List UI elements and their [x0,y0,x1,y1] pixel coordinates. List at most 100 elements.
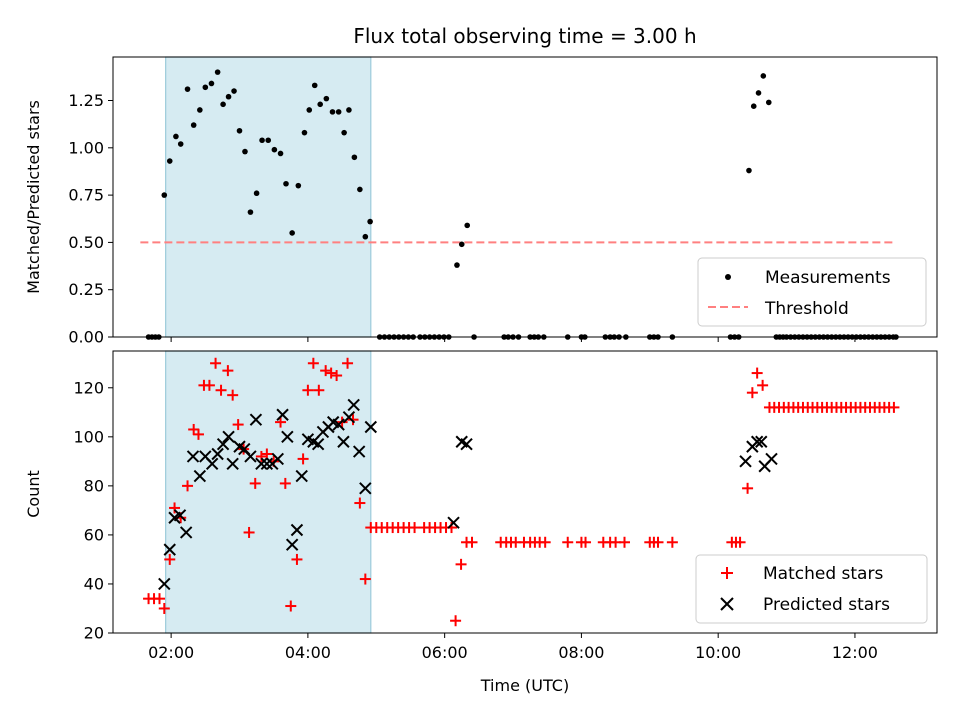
top-y-axis-label: Matched/Predicted stars [24,100,43,294]
matched-star-points [143,357,900,627]
legend-predicted-marker [720,597,734,611]
measurement-point [161,192,168,198]
predicted-star-point [276,408,289,421]
matched-star-point [227,389,239,401]
measurement-point [755,90,762,96]
matched-star-point [313,384,325,396]
top-axes-frame [112,56,938,338]
measurement-point [265,137,272,144]
matched-star-point [580,536,592,548]
matched-star-point [347,414,359,426]
top-ytick-label: 0.25 [68,280,104,299]
matched-star-point [751,367,763,379]
predicted-star-point [226,457,239,471]
predicted-star-point [290,523,304,537]
bottom-axes-frame [112,350,938,634]
measurement-point [357,186,363,193]
measurement-point [214,69,221,75]
top-ytick-label: 0.50 [68,233,104,252]
measurement-point [464,222,471,229]
measurement-point [231,88,237,94]
predicted-star-point [739,455,752,468]
measurement-point [259,137,265,144]
measurement-point [746,167,752,174]
predicted-star-point [750,435,764,448]
predicted-star-point [755,435,768,448]
matched-star-point [618,536,630,548]
matched-star-point [320,365,332,377]
bottom-xtick-label: 08:00 [558,643,604,662]
chart-title: Flux total observing time = 3.00 h [353,24,696,48]
legend-matched-label: Matched stars [763,564,883,584]
predicted-star-point [205,457,219,471]
bottom-xtick-label: 06:00 [422,643,468,662]
matched-star-point [455,558,467,570]
matched-star-point [652,536,664,548]
predicted-star-point [222,430,235,444]
matched-star-point [291,553,303,565]
bottom-y-axis-label: Count [24,470,43,518]
predicted-star-point [311,437,325,451]
matched-star-point [261,448,273,460]
matched-star-point [307,357,319,369]
matched-star-point [249,477,261,489]
predicted-star-point [193,469,207,483]
top-legend[interactable]: Measurements Threshold [697,257,927,327]
bottom-legend[interactable]: Matched stars Predicted stars [695,554,928,624]
measurement-point [760,73,767,79]
legend-measurements-marker [725,274,731,280]
measurement-point [190,122,197,128]
matched-star-point [192,428,204,440]
matched-star-point [742,482,754,494]
matched-star-point [203,379,215,391]
predicted-star-point [295,469,308,483]
bottom-xtick-label: 10:00 [695,643,741,662]
matched-star-point [275,416,287,428]
matched-star-point [325,367,337,379]
measurement-point [362,233,369,240]
matched-star-point [222,365,234,377]
matched-star-point [210,357,222,369]
measurement-point [458,241,465,248]
predicted-star-point [342,411,356,424]
measurement-point [197,107,203,113]
matched-star-point [158,602,170,614]
matched-star-point [359,573,371,585]
predicted-star-point [285,538,299,551]
predicted-star-point [765,452,778,466]
predicted-star-point [216,437,230,451]
matched-star-point [354,497,366,509]
measurement-point [346,107,352,113]
matched-star-point [297,453,309,465]
predicted-star-point [260,457,274,471]
measurement-point [367,218,373,225]
matched-star-point [888,401,900,413]
matched-star-point [666,536,678,548]
matched-star-point [182,480,194,492]
measurement-point [351,154,358,161]
predicted-star-point [186,450,200,463]
measurement-point [202,84,209,91]
measurement-point [166,158,173,164]
bottom-xtick-label: 12:00 [832,643,878,662]
predicted-star-point [158,577,171,591]
matched-star-point [450,615,462,627]
measurement-point [253,190,260,197]
legend-measurements-label: Measurements [765,268,891,288]
matched-star-point [188,423,200,435]
measurement-point [341,129,347,136]
bottom-xtick-label: 04:00 [285,643,331,662]
matched-star-point [746,387,758,399]
bottom-ytick-label: 40 [84,574,104,593]
measurement-point [277,150,284,157]
measurement-point [208,80,215,87]
measurement-point [765,99,772,106]
matched-star-point [734,536,746,548]
legend-predicted-label: Predicted stars [763,595,890,615]
predicted-star-points [158,398,778,591]
legend-matched-marker [721,567,733,579]
top-ytick-label: 0.00 [68,328,104,347]
bottom-shaded-span [165,350,372,634]
bottom-x-ticks: 02:00 04:00 06:00 08:00 10:00 12:00 [148,633,878,662]
predicted-star-point [255,457,268,471]
